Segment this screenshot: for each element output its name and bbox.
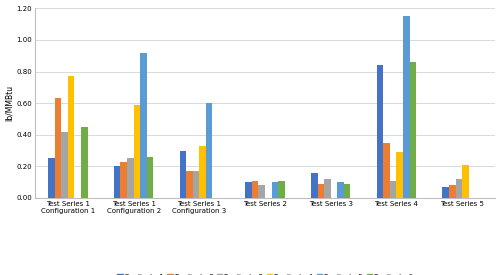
Bar	[442, 187, 449, 198]
Bar	[376, 65, 384, 198]
Bar	[456, 179, 462, 198]
Bar	[200, 146, 206, 198]
Bar	[318, 184, 324, 198]
Bar	[272, 182, 278, 198]
Bar	[120, 162, 127, 198]
Bar	[206, 103, 212, 198]
Bar	[410, 62, 416, 198]
Bar	[127, 158, 134, 198]
Bar	[246, 182, 252, 198]
Bar	[192, 171, 200, 198]
Bar	[62, 131, 68, 198]
Bar	[252, 181, 258, 198]
Bar	[396, 152, 403, 198]
Bar	[384, 143, 390, 198]
Bar	[311, 173, 318, 198]
Bar	[48, 158, 54, 198]
Bar	[54, 98, 62, 198]
Bar	[140, 53, 146, 198]
Y-axis label: lb/MMBtu: lb/MMBtu	[4, 85, 14, 121]
Bar	[180, 150, 186, 198]
Bar	[81, 127, 87, 198]
Bar	[68, 76, 74, 198]
Bar	[134, 105, 140, 198]
Bar	[258, 185, 265, 198]
Bar	[449, 185, 456, 198]
Bar	[390, 181, 396, 198]
Legend: Replicate 1, Replicate 2, Replicate 3, Replicate 4, Replicate 5, Replicate 6: Replicate 1, Replicate 2, Replicate 3, R…	[117, 274, 413, 275]
Bar	[462, 165, 468, 198]
Bar	[344, 184, 350, 198]
Bar	[186, 171, 192, 198]
Bar	[146, 157, 154, 198]
Bar	[403, 16, 409, 198]
Bar	[338, 182, 344, 198]
Bar	[278, 181, 284, 198]
Bar	[114, 166, 120, 198]
Bar	[324, 179, 330, 198]
